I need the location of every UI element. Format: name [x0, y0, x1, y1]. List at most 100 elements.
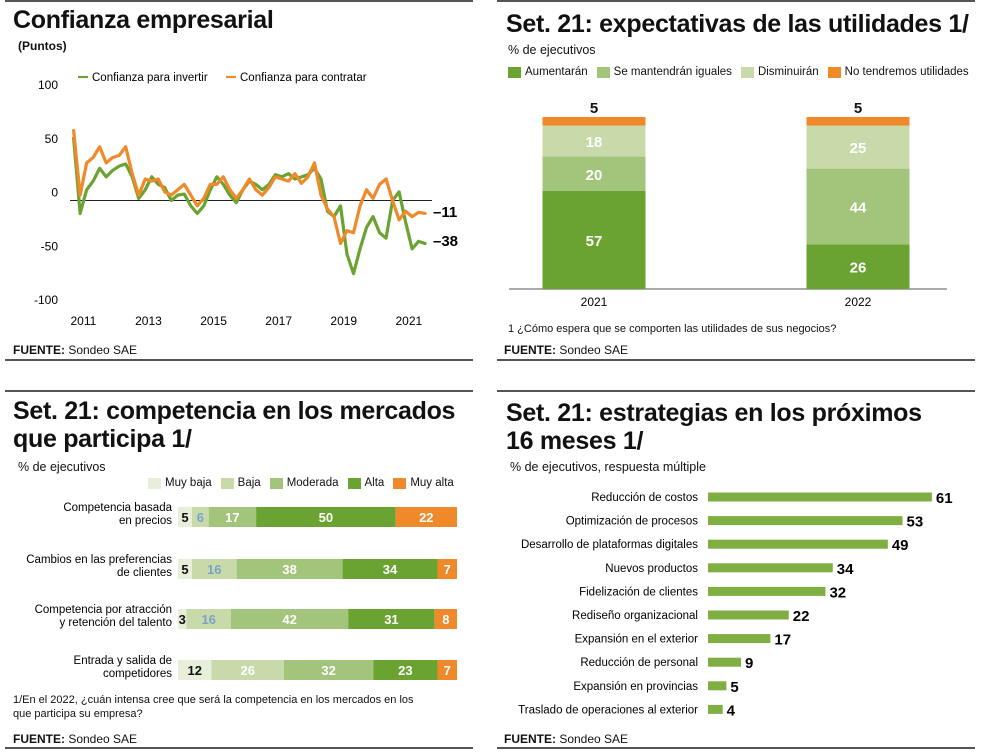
y-tick-label: 0 — [51, 186, 58, 200]
legend-swatch — [220, 477, 234, 489]
bar-value-label: 44 — [850, 199, 867, 216]
legend-swatch — [827, 66, 841, 78]
bar-value-label: 4 — [727, 702, 736, 719]
panel4-bottom-rule — [497, 747, 975, 749]
bar-value-label: 12 — [188, 663, 202, 678]
bar — [708, 657, 742, 667]
panel1-top-rule — [5, 0, 473, 2]
bar-value-label: 17 — [225, 510, 239, 525]
series-line — [72, 136, 427, 276]
legend-label: Aumentarán — [525, 66, 588, 78]
panel4-source: FUENTE: Sondeo SAE — [504, 732, 629, 746]
bar — [708, 539, 888, 549]
category-label: Expansión en provincias — [573, 681, 698, 693]
bar-segment — [178, 660, 212, 680]
bar-segment — [191, 559, 237, 579]
legend-label: Disminuirán — [757, 66, 819, 78]
bar-value-label: 26 — [850, 260, 867, 277]
category-label: competidores — [103, 668, 172, 680]
bar — [708, 704, 723, 714]
bar-value-label: 3 — [179, 612, 186, 627]
bar-segment — [178, 609, 187, 629]
legend-item: Moderada — [269, 477, 339, 489]
bar-value-label: 50 — [319, 510, 333, 525]
x-tick-label: 2011 — [70, 314, 96, 328]
bar-value-label: 6 — [197, 510, 204, 525]
bar-value-label: 42 — [282, 612, 296, 627]
category-label: Reducción de personal — [580, 657, 698, 669]
legend-item: Se mantendrán iguales — [596, 66, 732, 78]
bar-segment — [342, 559, 438, 579]
bar-segment — [191, 507, 209, 527]
bar-value-label: 53 — [907, 514, 924, 531]
bar-segment — [208, 507, 257, 527]
bar-segment — [231, 609, 349, 629]
panel3-title: Set. 21: competencia en los mercados que … — [13, 397, 456, 453]
panel1-subtitle: (Puntos) — [18, 39, 67, 53]
bar — [708, 634, 771, 644]
bar-segment — [178, 559, 192, 579]
bar-segment — [542, 190, 646, 289]
panel3-subtitle: % de ejecutivos — [18, 460, 106, 474]
bar-value-label: 61 — [936, 490, 953, 507]
legend-label: Moderada — [286, 477, 339, 489]
category-label: Reducción de costos — [591, 492, 698, 504]
bar-value-label: 17 — [774, 632, 791, 649]
bar-value-label: 7 — [444, 663, 451, 678]
bar-value-label: 32 — [321, 663, 335, 678]
bar-value-label: 8 — [442, 612, 449, 627]
panel1-source: FUENTE: Sondeo SAE — [13, 343, 138, 357]
bar-value-label: 57 — [586, 233, 603, 250]
panel2-source: FUENTE: Sondeo SAE — [504, 343, 629, 357]
x-tick-label: 2021 — [395, 314, 422, 328]
legend-item: Muy baja — [148, 477, 212, 489]
panel3-source: FUENTE: Sondeo SAE — [13, 732, 138, 746]
category-label: Cambios en las preferencias — [26, 554, 172, 566]
legend-label: Muy alta — [410, 477, 454, 489]
panel3-top-rule — [5, 390, 473, 392]
bar-value-label: 26 — [241, 663, 255, 678]
bar-value-label: 5 — [181, 510, 188, 525]
bar-value-label: 49 — [892, 537, 909, 554]
bar-segment — [437, 559, 457, 579]
legend-swatch — [508, 66, 521, 78]
category-label: y retención del talento — [59, 617, 172, 629]
bar — [708, 586, 826, 596]
x-tick-label: 2022 — [845, 295, 872, 309]
category-label: Nuevos productos — [605, 563, 698, 575]
bar-segment — [434, 609, 457, 629]
bar-segment — [178, 507, 192, 527]
panel4-subtitle: % de ejecutivos, respuesta múltiple — [510, 460, 706, 474]
confianza-line-chart: 100 50 0 -50 -100 2011 2013 2015 2017 2019 2021 Con… — [34, 72, 458, 328]
bar-segment — [348, 609, 435, 629]
category-label: Competencia basada — [63, 502, 172, 514]
legend-swatch — [148, 477, 161, 489]
legend-label: Se mantendrán iguales — [613, 66, 732, 78]
bar-segment — [542, 156, 646, 191]
legend-item: Disminuirán — [740, 66, 819, 78]
category-label: de clientes — [117, 567, 172, 579]
x-tick-label: 2015 — [200, 314, 227, 328]
legend-swatch — [347, 477, 361, 489]
x-tick-label: 2019 — [330, 314, 357, 328]
bar-value-label: 9 — [745, 655, 753, 672]
bar — [708, 610, 789, 620]
category-label: Optimización de procesos — [566, 516, 699, 528]
bar-segment — [236, 559, 343, 579]
legend-label: Muy baja — [165, 477, 212, 489]
legend-swatch — [269, 477, 283, 489]
bar-segment — [437, 660, 457, 680]
category-label: Rediseño organizacional — [572, 610, 698, 622]
bar-value-label: 16 — [207, 562, 221, 577]
panel3-bottom-rule — [5, 747, 473, 749]
panel2-top-rule — [497, 0, 975, 2]
x-tick-label: 2021 — [581, 295, 608, 309]
category-label: Fidelización de clientes — [579, 586, 698, 598]
panel2-note: 1 ¿Cómo espera que se comporten las util… — [508, 323, 837, 335]
bar-value-label: 38 — [282, 562, 296, 577]
series-line — [72, 129, 427, 246]
bar-value-label: 22 — [793, 608, 810, 625]
bar-segment — [186, 609, 232, 629]
estrategias-bar-chart: Reducción de costos 61 Optimización de pro… — [518, 490, 953, 719]
